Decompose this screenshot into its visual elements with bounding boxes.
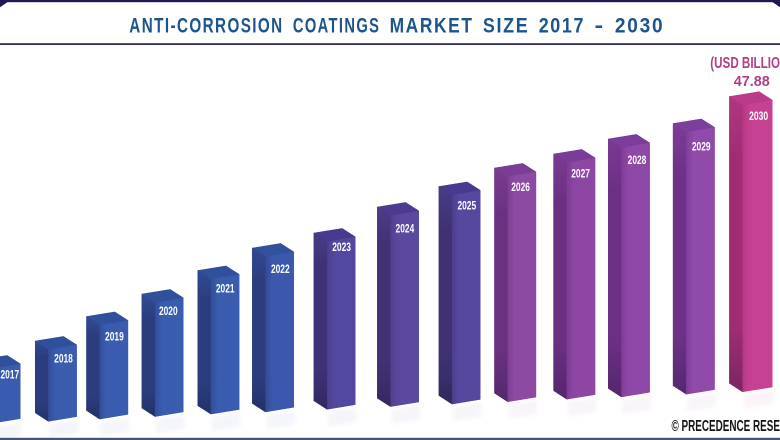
svg-text:2017: 2017: [539, 13, 586, 37]
svg-text:2017: 2017: [1, 367, 20, 381]
svg-text:MARKET: MARKET: [390, 13, 474, 37]
svg-text:2019: 2019: [105, 330, 124, 344]
svg-text:(USD BILLION): (USD BILLION): [710, 55, 780, 72]
svg-text:COATINGS: COATINGS: [293, 13, 380, 37]
svg-text:SIZE: SIZE: [483, 13, 530, 37]
svg-text:© PRECEDENCE RESEARCH: © PRECEDENCE RESEARCH: [672, 418, 780, 435]
svg-text:2018: 2018: [54, 351, 73, 365]
svg-text:2025: 2025: [457, 198, 476, 212]
svg-text:2030: 2030: [615, 13, 665, 37]
svg-text:2023: 2023: [332, 240, 351, 254]
svg-text:2030: 2030: [749, 109, 768, 123]
svg-text:2027: 2027: [571, 167, 590, 181]
svg-text:-: -: [595, 13, 606, 37]
svg-text:2029: 2029: [692, 139, 711, 153]
svg-text:2026: 2026: [511, 180, 530, 194]
svg-text:ANTI-CORROSION: ANTI-CORROSION: [129, 13, 283, 37]
svg-text:2021: 2021: [216, 282, 235, 296]
svg-text:47.88: 47.88: [734, 74, 770, 90]
svg-text:2020: 2020: [159, 304, 178, 318]
svg-text:2024: 2024: [396, 222, 415, 236]
svg-text:2022: 2022: [271, 262, 290, 276]
svg-text:2028: 2028: [628, 153, 647, 167]
